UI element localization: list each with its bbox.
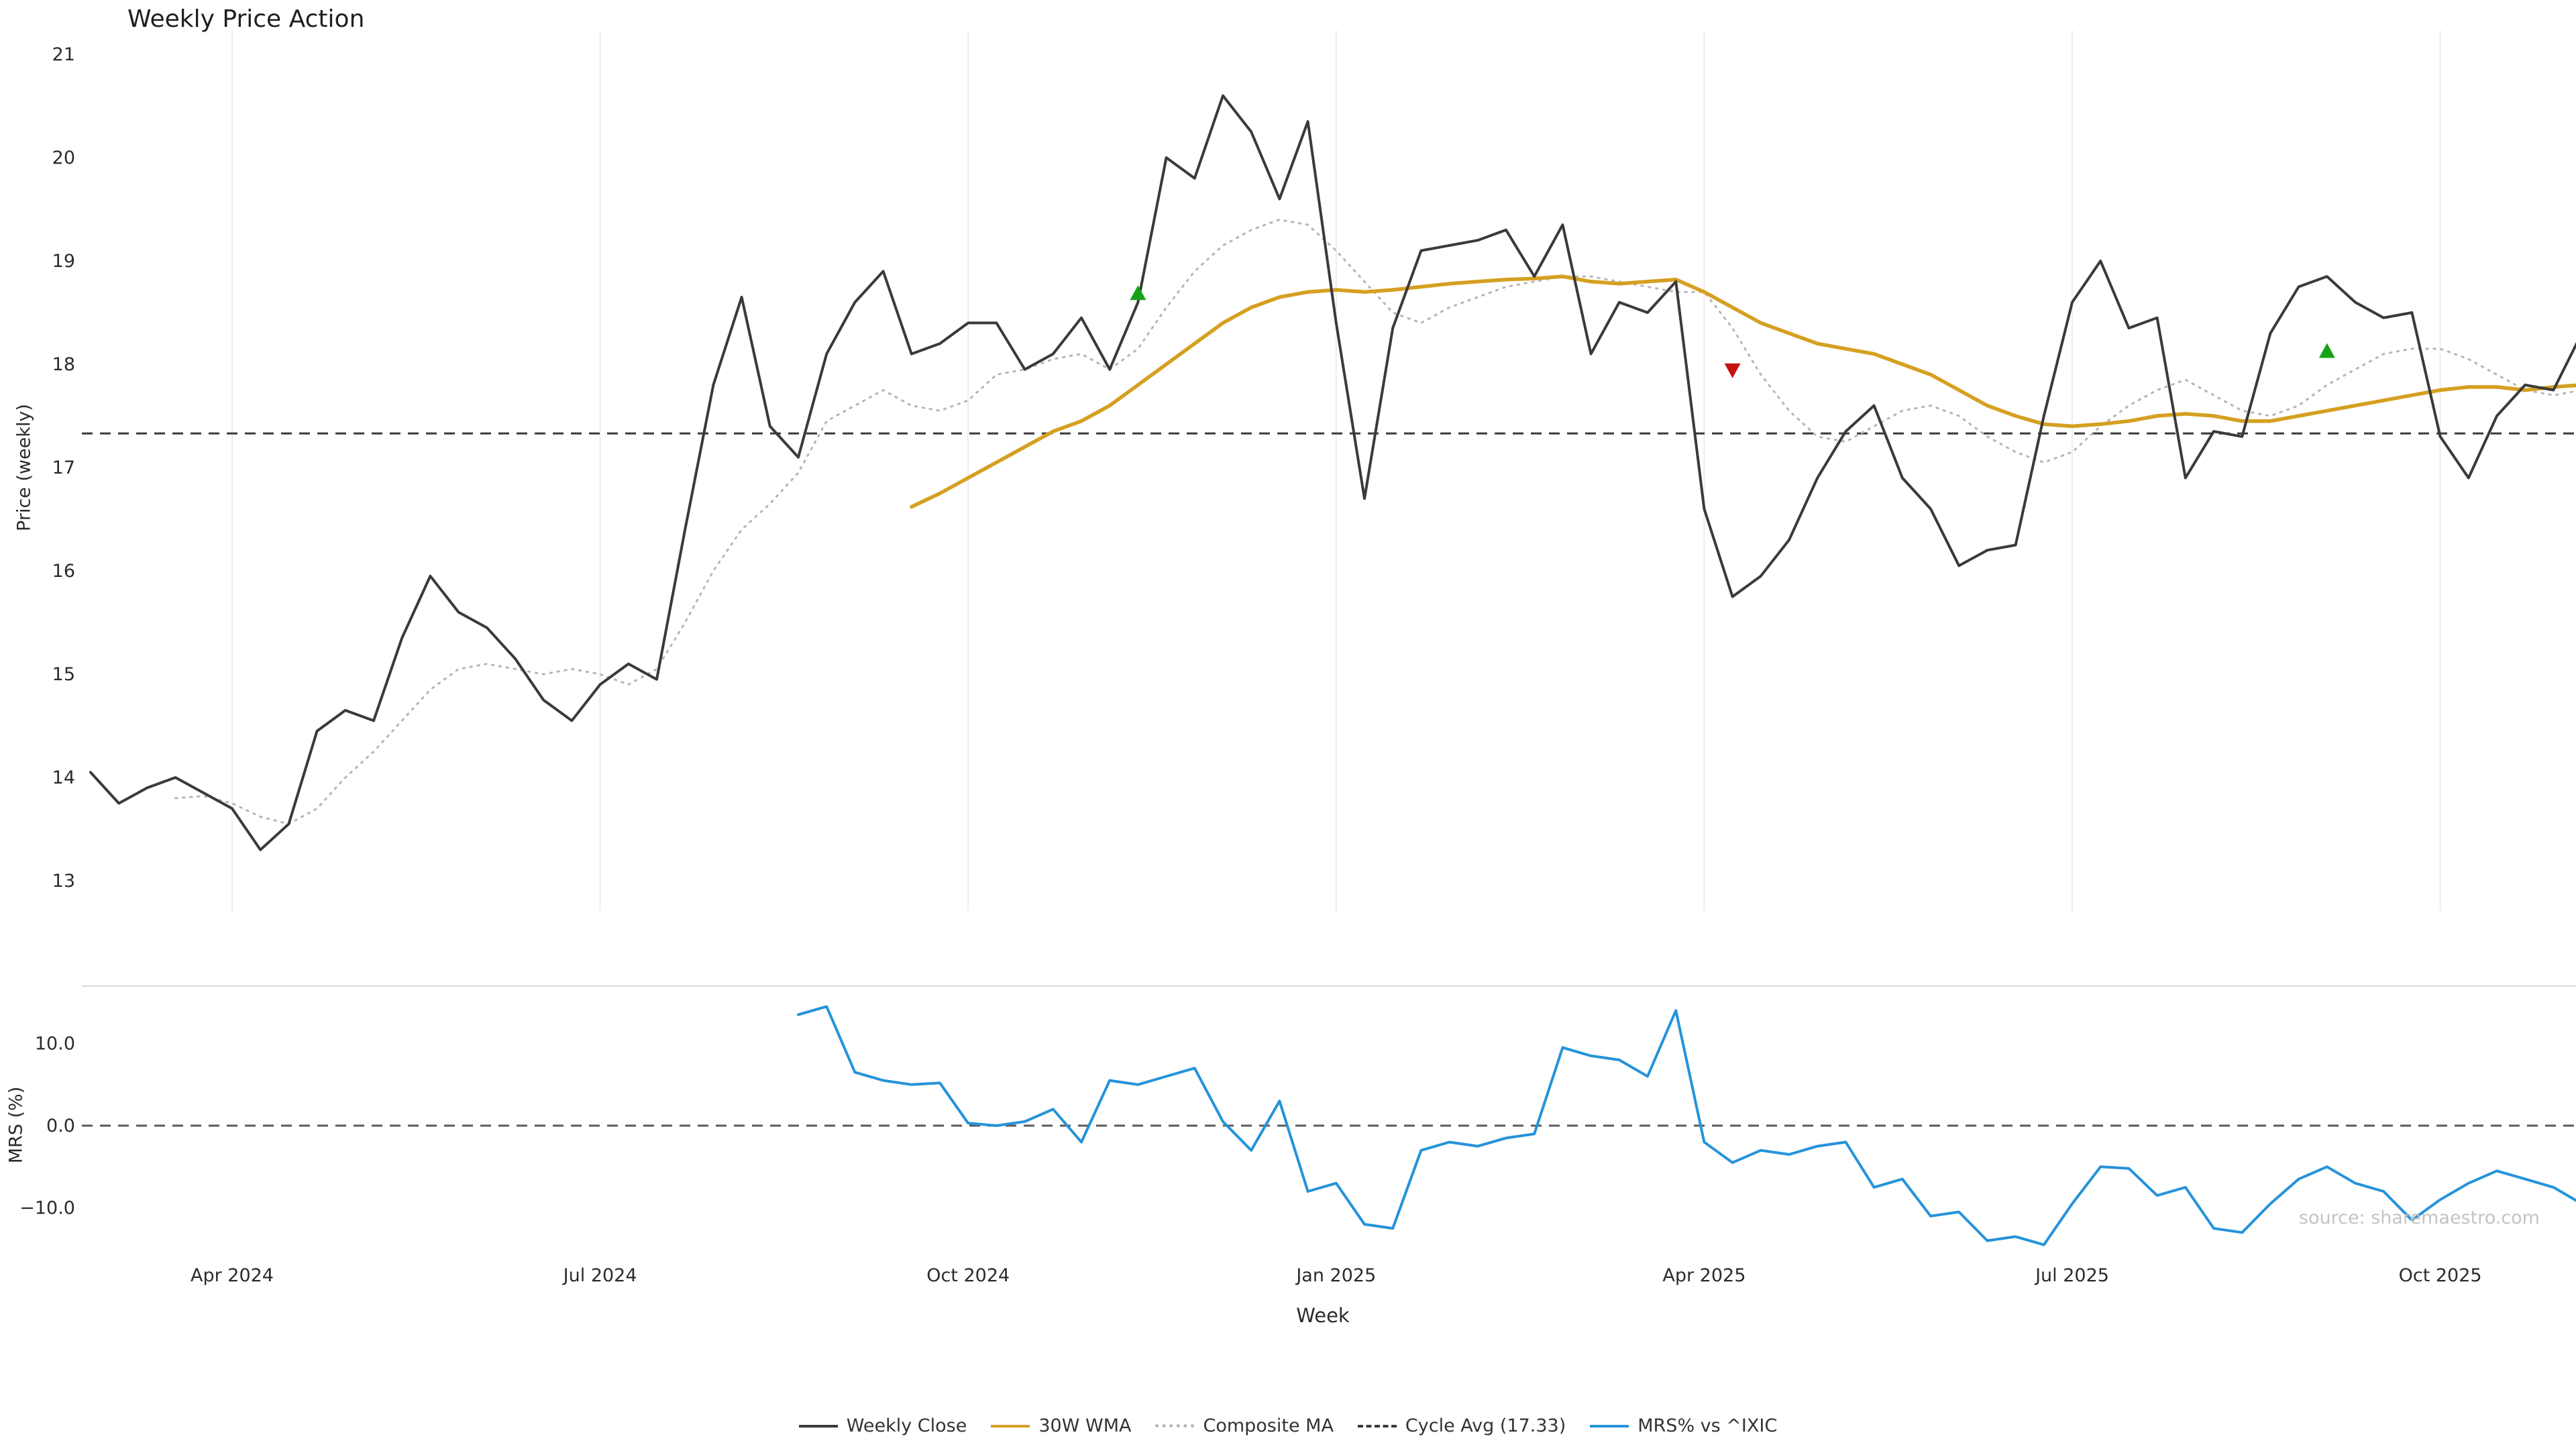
price-tick-label: 20 [52, 148, 75, 168]
mrs-line [797, 1005, 2576, 1246]
chart-title: Weekly Price Action [127, 5, 365, 33]
cycle-avg-line-swatch [1357, 1424, 1397, 1428]
legend-item-30w-wma: 30W WMA [991, 1415, 1131, 1436]
x-tick-label: Jan 2025 [1295, 1265, 1376, 1286]
x-tick-label: Oct 2024 [926, 1265, 1010, 1286]
price-tick-label: 15 [52, 664, 75, 685]
mrs-line-swatch [1590, 1424, 1629, 1428]
x-tick-label: Jul 2024 [562, 1265, 637, 1286]
composite-ma-line-swatch [1155, 1424, 1195, 1428]
wma-line-swatch [991, 1424, 1030, 1428]
x-tick-label: Apr 2025 [1662, 1265, 1746, 1286]
x-tick-label: Jul 2025 [2034, 1265, 2109, 1286]
price-tick-label: 13 [52, 871, 75, 892]
composite-ma-line [174, 218, 2576, 825]
price-axis-label: Price (weekly) [13, 404, 35, 531]
buy-signal-marker [2318, 343, 2335, 358]
price-tick-label: 17 [52, 458, 75, 478]
watermark: source: sharemaestro.com [2298, 1208, 2540, 1228]
price-tick-label: 14 [52, 767, 75, 788]
legend-label: Weekly Close [846, 1415, 967, 1436]
mrs-tick-label: 0.0 [46, 1116, 75, 1136]
x-tick-label: Oct 2025 [2399, 1265, 2482, 1286]
legend-label: Composite MA [1203, 1415, 1334, 1436]
mrs-tick-label: −10.0 [19, 1198, 75, 1219]
legend-label: MRS% vs ^IXIC [1638, 1415, 1778, 1436]
price-tick-label: 16 [52, 561, 75, 582]
price-tick-label: 21 [52, 44, 75, 65]
mrs-tick-label: 10.0 [35, 1034, 75, 1055]
x-tick-label: Apr 2024 [191, 1265, 274, 1286]
legend-item-composite-ma: Composite MA [1155, 1415, 1334, 1436]
weekly-close-line-swatch [798, 1424, 838, 1428]
price-tick-label: 18 [52, 354, 75, 375]
legend: Weekly Close 30W WMA Composite MA Cycle … [0, 1415, 2576, 1436]
mrs-axis-label: MRS (%) [5, 1086, 27, 1164]
buy-signal-marker [1130, 285, 1146, 301]
wma-30w-line [910, 274, 2576, 509]
x-axis-label: Week [1296, 1304, 1350, 1327]
sell-signal-marker [1724, 363, 1741, 378]
price-tick-label: 19 [52, 251, 75, 272]
legend-label: 30W WMA [1038, 1415, 1132, 1436]
legend-label: Cycle Avg (17.33) [1405, 1415, 1566, 1436]
legend-item-cycle-avg: Cycle Avg (17.33) [1357, 1415, 1566, 1436]
legend-item-mrs: MRS% vs ^IXIC [1590, 1415, 1777, 1436]
weekly-close-line [89, 94, 2576, 851]
legend-item-weekly-close: Weekly Close [798, 1415, 967, 1436]
